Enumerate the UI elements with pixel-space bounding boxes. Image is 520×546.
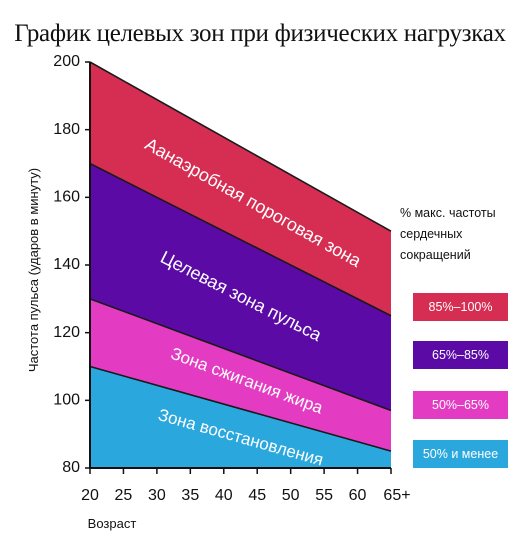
x-tick-label: 35	[181, 487, 199, 504]
y-axis-title: Частота пульса (ударов в минуту)	[26, 168, 41, 372]
zone-band-3	[90, 163, 391, 411]
y-tick-label: 120	[53, 324, 80, 341]
y-tick-label: 80	[62, 459, 80, 476]
x-tick-label: 55	[315, 487, 333, 504]
chart-title: График целевых зон при физических нагруз…	[14, 20, 506, 47]
y-tick-label: 140	[53, 256, 80, 273]
zone-band-2	[90, 298, 391, 452]
legend-item: 50%–65%	[413, 391, 508, 419]
x-tick-label: 65+	[383, 487, 410, 504]
x-tick-label: 20	[81, 487, 99, 504]
zone-boundary-line	[89, 365, 392, 452]
x-tick-label: 30	[148, 487, 166, 504]
zone-boundary-line	[89, 61, 392, 232]
x-tick-label: 25	[115, 487, 133, 504]
x-tick-label: 40	[215, 487, 233, 504]
y-tick-label: 200	[53, 53, 80, 70]
zone-boundary-line	[89, 298, 392, 412]
x-tick-label: 45	[248, 487, 266, 504]
legend-item: 50% и менее	[413, 440, 508, 468]
x-tick-label: 60	[349, 487, 367, 504]
zone-band-4	[90, 62, 391, 316]
y-tick-label: 160	[53, 189, 80, 206]
x-axis-title: Возраст	[88, 516, 137, 531]
y-tick-label: 180	[53, 121, 80, 138]
y-tick-label: 100	[53, 392, 80, 409]
legend-item: 65%–85%	[413, 341, 508, 369]
legend-item: 85%–100%	[413, 293, 508, 321]
zone-boundary-line	[89, 162, 392, 317]
zone-band-1	[90, 366, 391, 468]
legend-title: % макс. частоты сердечных сокращений	[400, 206, 496, 262]
x-tick-label: 50	[282, 487, 300, 504]
